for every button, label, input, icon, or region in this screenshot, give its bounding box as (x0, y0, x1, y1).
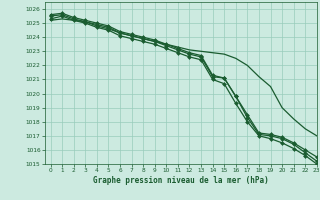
X-axis label: Graphe pression niveau de la mer (hPa): Graphe pression niveau de la mer (hPa) (93, 176, 269, 185)
